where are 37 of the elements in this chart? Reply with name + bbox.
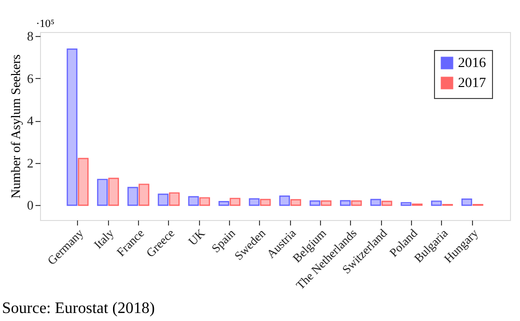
bar: [168, 192, 180, 206]
bar: [158, 194, 168, 206]
y-tick-label: 8: [27, 28, 34, 44]
text: ·10⁵: [36, 18, 55, 30]
x-tick-label: Italy: [91, 226, 116, 252]
bar: [230, 198, 240, 206]
bar: [340, 200, 351, 206]
bar: [370, 198, 382, 206]
bar: [431, 200, 442, 206]
y-tick-label: 0: [27, 198, 34, 213]
x-tick-label: UK: [185, 226, 208, 248]
bar: [461, 198, 472, 206]
bar: [351, 200, 362, 206]
bar: [400, 202, 412, 206]
y-axis-title: Number of Asylum Seekers: [8, 54, 23, 199]
legend-label: 2017: [458, 76, 486, 91]
y-tick-label: 2: [27, 155, 34, 170]
bar: [199, 197, 210, 206]
bar: [260, 198, 271, 206]
bar: [279, 196, 290, 206]
bar: [138, 184, 150, 206]
bar: [248, 198, 260, 206]
bar: [78, 158, 89, 206]
bar: [188, 196, 199, 206]
bar: [127, 186, 138, 206]
bar: [97, 178, 108, 206]
bar: [310, 200, 320, 206]
y-tick-label: 6: [27, 70, 34, 86]
bar: [66, 48, 78, 206]
bar: [108, 178, 119, 206]
source-note: Source: Eurostat (2018): [2, 300, 155, 317]
bar: [382, 200, 392, 206]
legend-label: 2016: [458, 56, 486, 71]
bar: [290, 199, 302, 206]
bar: [320, 200, 332, 206]
bar: [218, 201, 230, 206]
y-tick-label: 4: [27, 113, 34, 128]
